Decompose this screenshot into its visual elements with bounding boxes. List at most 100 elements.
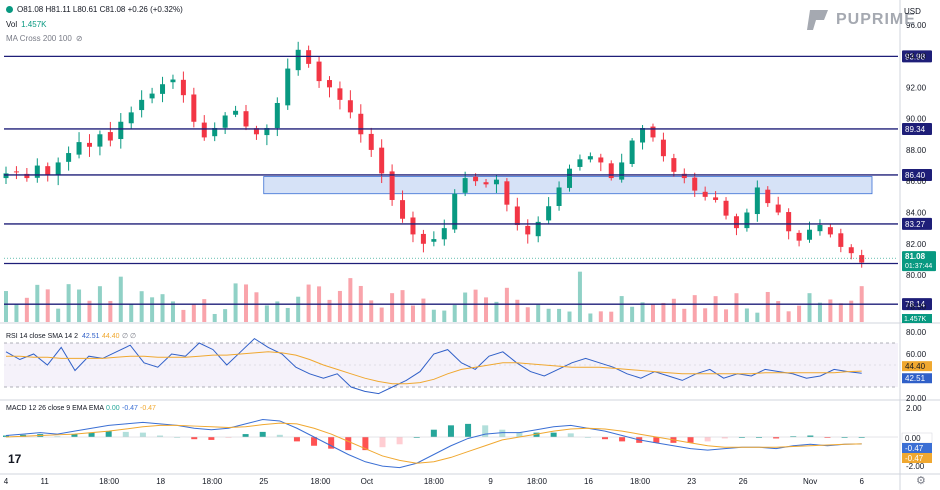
candle-body bbox=[671, 158, 677, 172]
volume-bar bbox=[191, 304, 196, 322]
volume-bar bbox=[431, 309, 436, 322]
candle-body bbox=[347, 100, 353, 113]
macd-value-label-0: 0.00 bbox=[905, 434, 921, 443]
rsi-legend-sma: 44.40 bbox=[102, 333, 120, 340]
level-tag bbox=[902, 298, 932, 311]
volume-bar bbox=[703, 308, 708, 322]
macd-histogram-bar bbox=[584, 437, 591, 438]
x-tick-label-7: Oct bbox=[361, 477, 374, 486]
rsi-value-label-1: 42.51 bbox=[905, 374, 926, 383]
candle-body bbox=[723, 200, 729, 216]
macd-histogram-bar bbox=[311, 437, 318, 446]
candle-body bbox=[681, 173, 687, 179]
macd-series-signal bbox=[5, 422, 862, 464]
volume-bar bbox=[734, 293, 739, 322]
candle-body bbox=[118, 121, 124, 140]
candle-body bbox=[337, 88, 343, 100]
candle-body bbox=[222, 115, 228, 128]
candle-body bbox=[66, 153, 72, 162]
currency-label[interactable]: USD bbox=[904, 7, 921, 16]
macd-histogram-bar bbox=[482, 425, 489, 437]
volume-bar bbox=[56, 308, 61, 322]
volume-bar bbox=[577, 271, 582, 322]
candle-body bbox=[692, 177, 698, 191]
x-tick-label-4: 18:00 bbox=[202, 477, 223, 486]
macd-histogram-bar bbox=[704, 437, 711, 442]
macd-histogram-bar bbox=[293, 437, 300, 442]
candle-body bbox=[838, 233, 844, 247]
volume-bar bbox=[77, 289, 82, 322]
ma-cross-legend[interactable]: MA Cross 200 100 ⊘ bbox=[6, 34, 83, 43]
macd-legend-hist: 0.00 bbox=[106, 405, 120, 412]
volume-bar bbox=[233, 283, 238, 322]
candle-body bbox=[650, 126, 656, 138]
candle-body bbox=[45, 166, 51, 175]
candle-body bbox=[786, 212, 792, 232]
volume-bar bbox=[369, 300, 374, 322]
macd-value-tag bbox=[902, 453, 932, 463]
macd-histogram-bar bbox=[71, 434, 78, 437]
volume-bar bbox=[285, 307, 290, 322]
candle-body bbox=[859, 255, 865, 263]
candle-body bbox=[149, 93, 155, 99]
price-tick-label-5: 86.00 bbox=[906, 177, 927, 186]
volume-bar bbox=[504, 287, 509, 322]
volume-bar bbox=[536, 304, 541, 322]
x-tick-label-16: 6 bbox=[859, 477, 864, 486]
macd-legend-signal: -0.47 bbox=[140, 405, 156, 412]
rsi-series-sma bbox=[6, 351, 862, 385]
candle-body bbox=[358, 113, 364, 135]
candle-body bbox=[34, 165, 40, 178]
settings-gear-icon[interactable]: ⚙ bbox=[916, 475, 926, 487]
macd-histogram-bar bbox=[721, 437, 728, 439]
macd-histogram-bar bbox=[396, 437, 403, 445]
volume-bar bbox=[849, 300, 854, 322]
level-tag bbox=[902, 50, 932, 63]
volume-legend: Vol 1.457K bbox=[6, 20, 46, 29]
ohlc-values: O81.08 H81.11 L80.61 C81.08 +0.26 (+0.32… bbox=[17, 5, 183, 14]
macd-histogram-bar bbox=[328, 437, 335, 449]
current-price-label: 81.08 bbox=[905, 252, 926, 261]
candle-body bbox=[431, 239, 437, 242]
candle-body bbox=[702, 191, 708, 197]
volume-bar bbox=[223, 309, 228, 322]
macd-tick-label-2: -2.00 bbox=[906, 462, 925, 471]
macd-histogram-bar bbox=[841, 437, 848, 438]
candle-body bbox=[191, 94, 197, 122]
volume-bar bbox=[765, 291, 770, 322]
candle-body bbox=[379, 147, 385, 174]
x-tick-label-12: 18:00 bbox=[630, 477, 651, 486]
volume-tag-label: 1.457K bbox=[904, 316, 927, 323]
rsi-value-tag bbox=[902, 373, 932, 384]
macd-histogram-bar bbox=[499, 429, 506, 437]
macd-histogram-bar bbox=[259, 431, 266, 437]
macd-value-label-2: -0.47 bbox=[905, 454, 924, 463]
candle-body bbox=[441, 228, 447, 240]
macd-histogram-bar bbox=[738, 437, 745, 438]
candle-body bbox=[754, 187, 760, 215]
candle-body bbox=[160, 84, 166, 94]
eye-hidden-icon[interactable]: ⊘ bbox=[75, 34, 83, 43]
candle-body bbox=[24, 173, 30, 179]
price-tick-label-1: 94.00 bbox=[906, 52, 927, 61]
market-status-icon bbox=[6, 6, 13, 13]
macd-histogram-bar bbox=[345, 437, 352, 451]
volume-bar bbox=[692, 295, 697, 322]
volume-bar bbox=[66, 284, 71, 322]
volume-bar bbox=[202, 299, 207, 322]
brand-name: PUPRIME bbox=[836, 11, 916, 28]
candle-body bbox=[452, 193, 458, 230]
x-tick-label-1: 11 bbox=[41, 477, 50, 486]
volume-bar bbox=[776, 301, 781, 322]
price-tick-label-8: 80.00 bbox=[906, 271, 927, 280]
price-tick-label-2: 92.00 bbox=[906, 83, 927, 92]
macd-series-macd bbox=[5, 418, 862, 469]
level-label-3: 83.27 bbox=[905, 220, 926, 229]
candle-body bbox=[139, 99, 145, 111]
macd-histogram-bar bbox=[824, 437, 831, 438]
x-tick-label-5: 25 bbox=[259, 477, 268, 486]
volume-bar bbox=[390, 293, 395, 322]
countdown-label: 01:37:44 bbox=[905, 263, 932, 270]
macd-histogram-bar bbox=[687, 437, 694, 443]
